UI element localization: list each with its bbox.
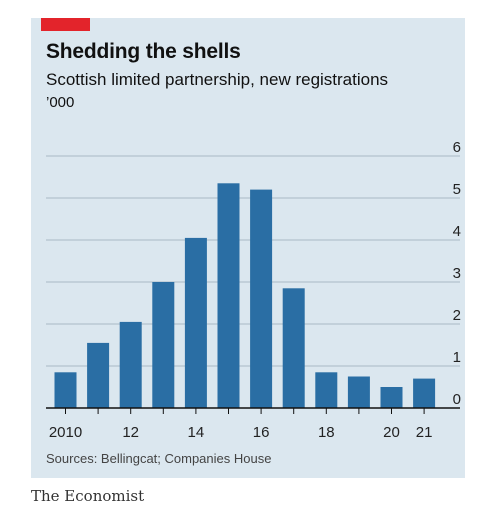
y-tick-label: 1	[453, 349, 461, 366]
brand-red-tag	[41, 18, 90, 31]
source-note: Sources: Bellingcat; Companies House	[46, 451, 272, 466]
x-tick-label: 16	[253, 424, 270, 441]
bar-2021	[413, 378, 436, 408]
bars	[54, 183, 436, 408]
x-tick-label: 21	[416, 424, 433, 441]
y-tick-labels: 0 1 2 3 4 5 6	[453, 139, 461, 408]
y-tick-label: 5	[453, 181, 461, 198]
publisher-logo: The Economist	[31, 487, 145, 505]
bar-2016	[250, 189, 273, 408]
x-tick-label: 14	[188, 424, 205, 441]
x-tick-label: 12	[122, 424, 139, 441]
bar-2017	[282, 288, 305, 408]
bar-2013	[152, 282, 175, 408]
y-tick-label: 0	[453, 391, 461, 408]
bar-2011	[87, 342, 110, 408]
y-tick-label: 2	[453, 307, 461, 324]
bar-2012	[119, 321, 142, 408]
x-tick-labels: 2010 12 14 16 18 20 21	[49, 408, 433, 441]
y-tick-label: 3	[453, 265, 461, 282]
x-tick-label: 20	[383, 424, 400, 441]
x-tick-label: 2010	[49, 424, 82, 441]
bar-2015	[217, 183, 240, 408]
y-tick-label: 6	[453, 139, 461, 156]
y-tick-label: 4	[453, 223, 461, 240]
bar-2019	[347, 376, 370, 408]
bar-2014	[184, 237, 207, 408]
x-tick-label: 18	[318, 424, 335, 441]
bar-2020	[380, 387, 403, 408]
chart-subtitle: Scottish limited partnership, new regist…	[46, 70, 389, 89]
bar-2018	[315, 372, 338, 408]
chart-title: Shedding the shells	[46, 40, 241, 63]
unit-label: ’000	[46, 94, 75, 111]
bar-2010	[54, 372, 77, 408]
